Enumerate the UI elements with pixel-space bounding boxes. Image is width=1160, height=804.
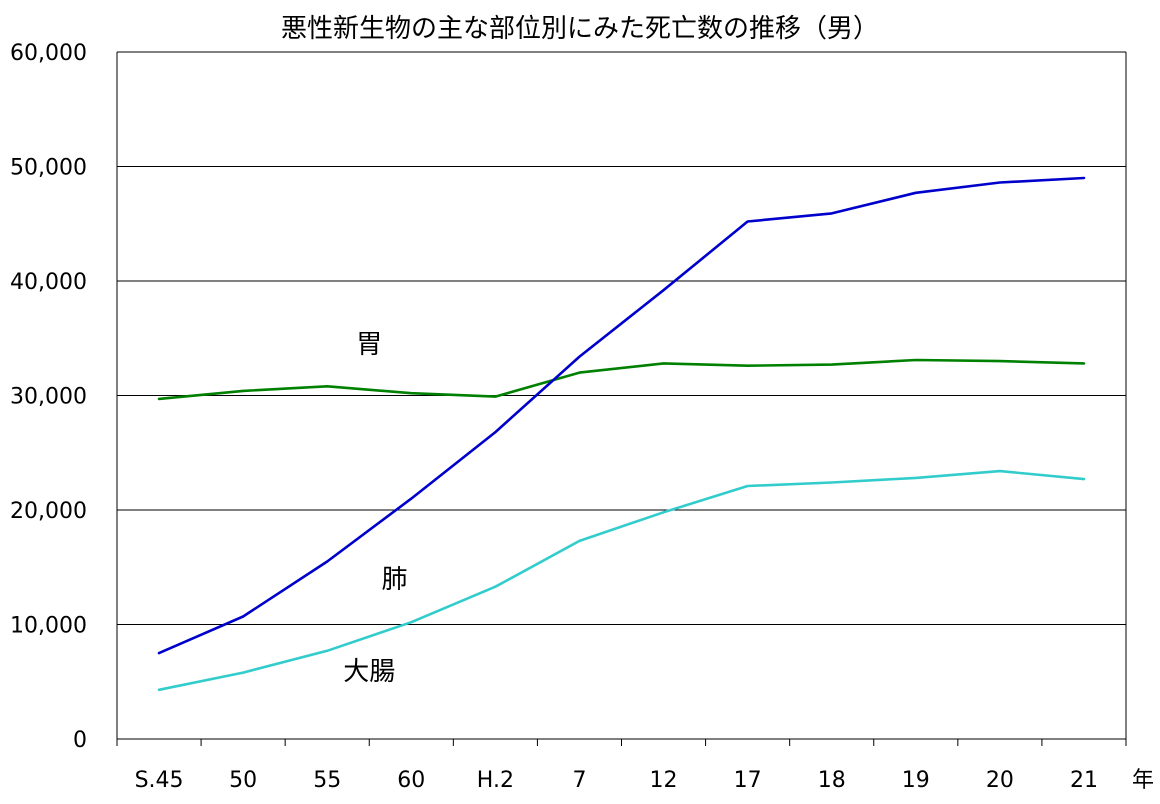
x-tick-label-9: 19 <box>902 768 930 793</box>
series-line-2 <box>157 469 1086 692</box>
chart-title: 悪性新生物の主な部位別にみた死亡数の推移（男） <box>281 14 879 44</box>
y-tick-label-4: 40,000 <box>10 270 87 295</box>
series-line-1 <box>157 176 1086 655</box>
x-tick-label-8: 18 <box>818 768 846 793</box>
x-tick-label-6: 12 <box>650 768 678 793</box>
axes <box>116 52 1127 746</box>
y-tick-label-2: 20,000 <box>10 499 87 524</box>
x-tick-label-0: S.45 <box>135 768 184 793</box>
series-label-1: 肺 <box>381 565 407 595</box>
x-tick-label-2: 55 <box>313 768 341 793</box>
x-tick-label-1: 50 <box>229 768 257 793</box>
series-label-2: 大腸 <box>343 657 395 687</box>
x-tick-label-10: 20 <box>986 768 1014 793</box>
x-tick-label-4: H.2 <box>477 768 514 793</box>
x-tick-label-3: 60 <box>397 768 425 793</box>
gridlines <box>117 51 1126 625</box>
x-tick-label-11: 21 <box>1070 768 1098 793</box>
y-tick-label-5: 50,000 <box>10 156 87 181</box>
x-tick-label-5: 7 <box>572 768 586 793</box>
x-axis-unit-label: 年 <box>1132 768 1154 793</box>
y-tick-label-6: 60,000 <box>10 41 87 66</box>
series-lines <box>157 176 1086 692</box>
series-line-0 <box>157 358 1086 401</box>
y-tick-label-1: 10,000 <box>10 614 87 639</box>
y-tick-label-0: 0 <box>73 728 87 753</box>
x-tick-labels: S.45 50 55 60 H.2 7 12 17 18 19 20 21 <box>135 768 1098 793</box>
x-tick-label-7: 17 <box>734 768 762 793</box>
series-label-0: 胃 <box>356 330 382 360</box>
y-tick-label-3: 30,000 <box>10 385 87 410</box>
y-tick-labels: 0 10,000 20,000 30,000 40,000 50,000 60,000 <box>10 41 87 753</box>
